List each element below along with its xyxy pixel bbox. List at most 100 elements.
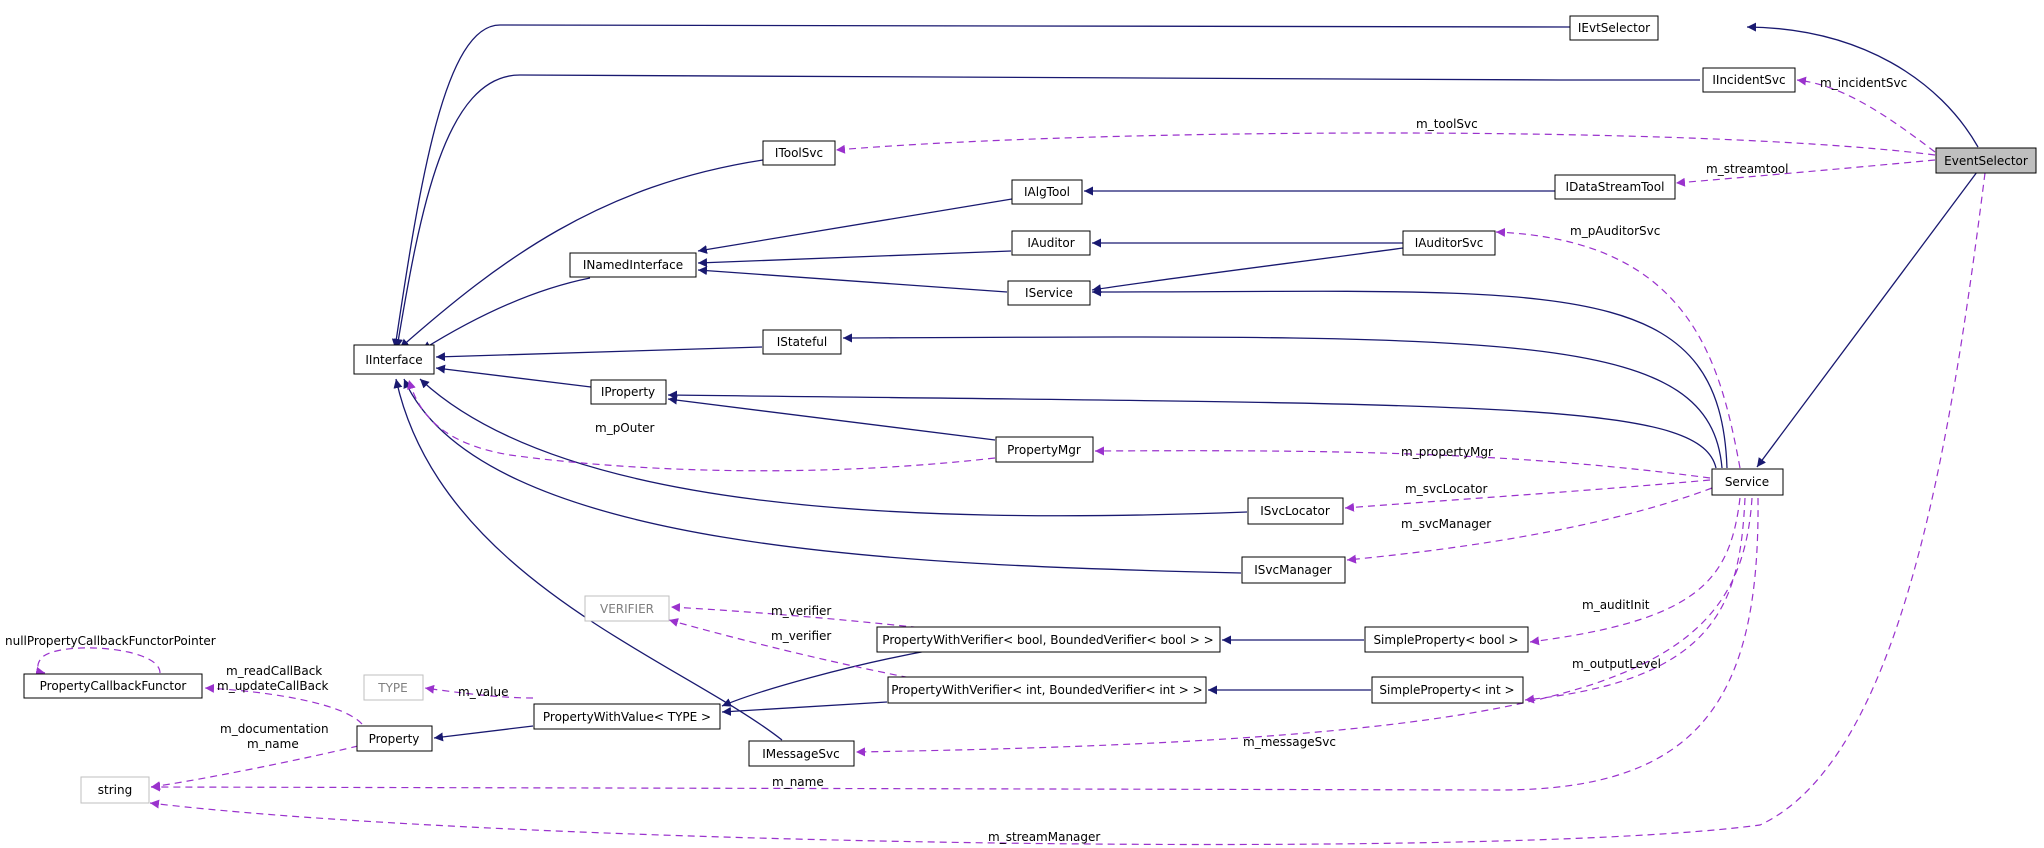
label-m-readcallback: m_readCallBack xyxy=(226,664,322,678)
edge-pwvbool-verifier xyxy=(670,603,943,631)
edge-service-isvclocator xyxy=(1344,479,1711,512)
edge-service-istateful xyxy=(842,333,1723,469)
node-iauditorsvc[interactable]: IAuditorSvc xyxy=(1402,230,1496,256)
edge-eventselector-itoolsvc xyxy=(835,132,1936,156)
node-iincidentsvc[interactable]: IIncidentSvc xyxy=(1702,67,1796,93)
edge-isvclocator-iinterface xyxy=(419,378,1248,517)
edge-pwvbool-propertywithvalue xyxy=(721,649,933,707)
edge-service-isvcmanager xyxy=(1346,487,1713,564)
edge-iauditorsvc-iservice xyxy=(1091,247,1404,294)
edge-eventselector-iincidentsvc xyxy=(1796,76,1936,153)
node-propertycallbackfunctor[interactable]: PropertyCallbackFunctor xyxy=(23,673,203,699)
edge-service-imessagesvc xyxy=(855,497,1753,757)
node-iinterface-label: IInterface xyxy=(365,353,422,367)
inheritance-edges xyxy=(391,22,1984,742)
edge-eventselector-ievtselector xyxy=(1746,22,1979,148)
edge-property-propertycallbackfunctor xyxy=(204,683,363,725)
label-m-auditinit: m_auditInit xyxy=(1582,598,1650,612)
node-iservice[interactable]: IService xyxy=(1007,280,1091,306)
edge-eventselector-string xyxy=(149,172,1986,846)
node-property[interactable]: Property xyxy=(356,725,433,752)
label-m-documentation: m_documentation xyxy=(220,722,329,736)
node-istateful[interactable]: IStateful xyxy=(762,329,842,355)
edge-itoolsvc-iinterface xyxy=(399,159,764,349)
label-m-messagesvc: m_messageSvc xyxy=(1243,735,1336,749)
edge-callbackfunctor-self xyxy=(35,647,161,676)
node-eventselector[interactable]: EventSelector xyxy=(1935,147,2037,174)
edge-ialgtool-inamedinterface xyxy=(697,198,1013,254)
edge-service-iservice xyxy=(1091,287,1728,469)
label-m-name-property: m_name xyxy=(247,737,299,751)
node-property-label: Property xyxy=(369,732,420,746)
node-service-label: Service xyxy=(1725,475,1769,489)
node-propertymgr[interactable]: PropertyMgr xyxy=(995,436,1094,463)
node-inamedinterface[interactable]: INamedInterface xyxy=(569,252,697,278)
node-imessagesvc[interactable]: IMessageSvc xyxy=(748,740,855,767)
node-type-label: TYPE xyxy=(377,681,407,695)
edge-inamedinterface-iinterface xyxy=(421,277,591,351)
node-service[interactable]: Service xyxy=(1711,468,1784,496)
edge-service-propertymgr xyxy=(1094,446,1711,479)
edge-iincidentsvc-iinterface xyxy=(394,74,1700,349)
edge-istateful-iinterface xyxy=(435,346,763,362)
node-isvclocator[interactable]: ISvcLocator xyxy=(1247,497,1344,525)
node-iproperty-label: IProperty xyxy=(601,385,655,399)
node-simpleproperty-bool-label: SimpleProperty< bool > xyxy=(1373,633,1518,647)
node-propertywithvalue-label: PropertyWithValue< TYPE > xyxy=(543,710,711,724)
node-idatastreamtool[interactable]: IDataStreamTool xyxy=(1554,174,1676,200)
label-m-pouter: m_pOuter xyxy=(595,421,654,435)
edge-iauditor-inamedinterface xyxy=(697,250,1012,268)
node-ialgtool[interactable]: IAlgTool xyxy=(1011,179,1083,205)
node-verifier-label: VERIFIER xyxy=(600,602,654,616)
label-m-verifier-1: m_verifier xyxy=(771,604,831,618)
edge-service-string xyxy=(150,497,1759,792)
edge-service-iproperty xyxy=(667,390,1717,469)
edge-propertymgr-iinterface xyxy=(407,379,996,472)
node-isvcmanager[interactable]: ISvcManager xyxy=(1241,556,1346,584)
node-simpleproperty-bool[interactable]: SimpleProperty< bool > xyxy=(1364,626,1529,653)
edge-isvcmanager-iinterface xyxy=(403,378,1242,574)
label-m-value: m_value xyxy=(458,685,508,699)
edge-propertymgr-iproperty xyxy=(667,395,996,441)
edge-eventselector-service xyxy=(1756,163,1984,468)
edge-iproperty-iinterface xyxy=(435,364,592,388)
label-m-outputlevel: m_outputLevel xyxy=(1572,657,1661,671)
node-isvclocator-label: ISvcLocator xyxy=(1260,504,1330,518)
node-ievtselector-label: IEvtSelector xyxy=(1578,21,1650,35)
node-iservice-label: IService xyxy=(1025,286,1073,300)
node-itoolsvc[interactable]: IToolSvc xyxy=(762,140,836,166)
edge-iservice-inamedinterface xyxy=(697,266,1008,293)
edge-propertywithvalue-property xyxy=(433,725,534,742)
node-simpleproperty-int[interactable]: SimpleProperty< int > xyxy=(1371,676,1524,704)
edge-service-simplepropertybool xyxy=(1529,497,1741,646)
node-verifier[interactable]: VERIFIER xyxy=(584,595,670,622)
edge-property-string xyxy=(150,745,359,791)
label-m-pauditorsvc: m_pAuditorSvc xyxy=(1570,224,1660,238)
node-ievtselector[interactable]: IEvtSelector xyxy=(1569,15,1659,41)
label-nullpropertycallbackfunctorpointer: nullPropertyCallbackFunctorPointer xyxy=(5,634,216,648)
nodes: EventSelector IEvtSelector IIncidentSvc … xyxy=(23,15,2037,804)
edge-ievtselector-iinterface xyxy=(391,24,1571,349)
usage-edges xyxy=(35,76,1986,846)
node-itoolsvc-label: IToolSvc xyxy=(775,146,823,160)
edge-pwvint-verifier xyxy=(668,618,933,683)
node-string[interactable]: string xyxy=(80,776,150,804)
node-pwv-bool[interactable]: PropertyWithVerifier< bool, BoundedVerif… xyxy=(876,626,1221,653)
label-m-streamtool: m_streamtool xyxy=(1706,162,1788,176)
node-pwv-int[interactable]: PropertyWithVerifier< int, BoundedVerifi… xyxy=(887,676,1207,704)
node-propertymgr-label: PropertyMgr xyxy=(1007,443,1081,457)
node-ialgtool-label: IAlgTool xyxy=(1024,185,1070,199)
label-m-toolsvc: m_toolSvc xyxy=(1416,117,1478,131)
node-idatastreamtool-label: IDataStreamTool xyxy=(1566,180,1665,194)
node-pwv-int-label: PropertyWithVerifier< int, BoundedVerifi… xyxy=(891,683,1202,697)
node-type[interactable]: TYPE xyxy=(363,674,424,701)
node-propertywithvalue[interactable]: PropertyWithValue< TYPE > xyxy=(533,703,721,730)
label-m-propertymgr: m_propertyMgr xyxy=(1401,445,1493,459)
label-m-incidentsvc: m_incidentSvc xyxy=(1820,76,1907,90)
node-iproperty[interactable]: IProperty xyxy=(590,379,667,405)
node-iinterface[interactable]: IInterface xyxy=(353,344,435,375)
node-iauditor-label: IAuditor xyxy=(1027,236,1074,250)
node-iauditor[interactable]: IAuditor xyxy=(1011,230,1091,256)
label-m-verifier-2: m_verifier xyxy=(771,629,831,643)
